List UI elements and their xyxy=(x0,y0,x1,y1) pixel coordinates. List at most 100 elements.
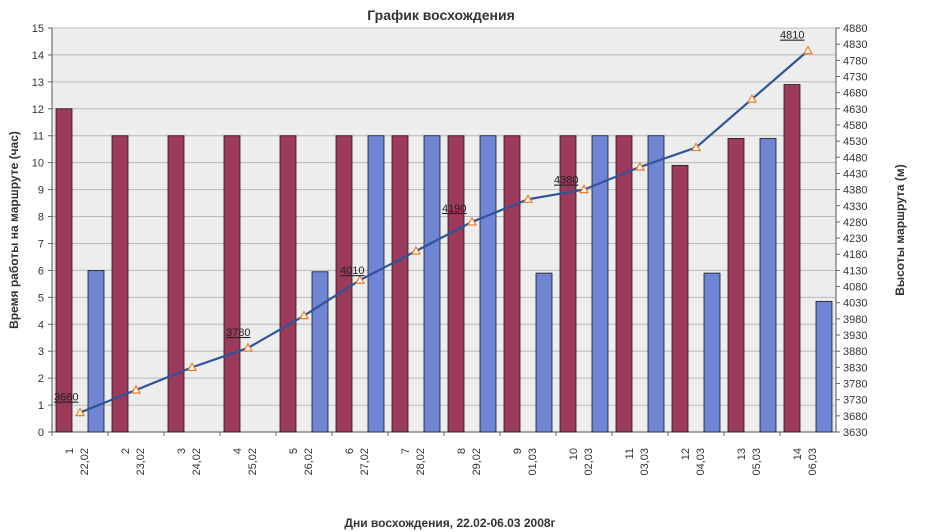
y2-tick-label: 4880 xyxy=(843,23,867,35)
bar-maroon xyxy=(111,135,129,433)
altitude-marker xyxy=(242,342,254,352)
bar-maroon xyxy=(167,135,185,433)
chart-title: График восхождения xyxy=(367,7,515,23)
bar-blue xyxy=(479,135,497,433)
x-date-label: 06,03 xyxy=(807,448,819,476)
x-date-label: 22,02 xyxy=(79,448,91,476)
bar-maroon xyxy=(503,135,521,433)
x-date-label: 27,02 xyxy=(359,448,371,476)
x-tick-label: 7 xyxy=(400,448,412,454)
y2-tick-label: 4780 xyxy=(843,55,867,67)
altitude-data-label: 4010 xyxy=(340,265,364,277)
y2-tick-label: 4230 xyxy=(843,233,867,245)
bar-maroon xyxy=(335,135,353,433)
altitude-marker xyxy=(354,274,366,284)
y2-tick-label: 4080 xyxy=(843,282,867,294)
y2-tick-label: 3980 xyxy=(843,314,867,326)
y-tick-label: 1 xyxy=(38,400,44,412)
y2-tick-label: 4180 xyxy=(843,249,867,261)
bar-blue xyxy=(423,135,441,433)
altitude-data-label: 3660 xyxy=(54,392,78,404)
altitude-marker xyxy=(746,93,758,103)
altitude-marker xyxy=(298,310,310,320)
y2-tick-label: 4580 xyxy=(843,120,867,132)
x-tick-label: 9 xyxy=(512,448,524,454)
altitude-marker xyxy=(802,45,814,55)
y2-tick-label: 4380 xyxy=(843,185,867,197)
bar-maroon xyxy=(223,135,241,433)
y-tick-label: 13 xyxy=(32,77,44,89)
bar-blue xyxy=(535,272,553,433)
y-tick-label: 8 xyxy=(38,212,44,224)
y2-tick-label: 3830 xyxy=(843,362,867,374)
altitude-marker xyxy=(578,184,590,194)
y-tick-label: 0 xyxy=(38,427,44,439)
x-tick-label: 8 xyxy=(456,448,468,454)
altitude-data-label: 4380 xyxy=(554,175,578,187)
altitude-marker xyxy=(690,142,702,152)
y2-tick-label: 4280 xyxy=(843,217,867,229)
y2-tick-label: 4330 xyxy=(843,201,867,213)
altitude-marker xyxy=(634,161,646,171)
x-tick-label: 11 xyxy=(624,448,636,459)
x-date-label: 23,02 xyxy=(135,448,147,476)
y2-tick-label: 4730 xyxy=(843,71,867,83)
y2-tick-label: 4130 xyxy=(843,265,867,277)
x-date-label: 29,02 xyxy=(471,448,483,476)
bar-maroon xyxy=(559,135,577,433)
y2-tick-label: 4530 xyxy=(843,136,867,148)
y-tick-label: 7 xyxy=(38,238,44,250)
y2-tick-label: 4630 xyxy=(843,104,867,116)
x-tick-label: 10 xyxy=(568,448,580,460)
plot-area: 0123456789101112131415363036803730378038… xyxy=(32,23,868,476)
bar-maroon xyxy=(615,135,633,433)
x-tick-label: 3 xyxy=(176,448,188,454)
x-date-label: 28,02 xyxy=(415,448,427,476)
y2-tick-label: 3780 xyxy=(843,379,867,391)
altitude-data-label: 4190 xyxy=(442,203,466,215)
y-tick-label: 5 xyxy=(38,292,44,304)
x-tick-label: 1 xyxy=(64,448,76,454)
y-tick-label: 10 xyxy=(32,158,44,170)
x-axis-title: Дни восхождения, 22.02-06.03 2008г xyxy=(344,516,555,530)
x-tick-label: 5 xyxy=(288,448,300,454)
x-date-label: 04,03 xyxy=(695,448,707,476)
x-tick-label: 6 xyxy=(344,448,356,454)
bar-blue xyxy=(367,135,385,433)
x-tick-label: 2 xyxy=(120,448,132,454)
bar-maroon xyxy=(727,138,745,433)
y2-tick-label: 3880 xyxy=(843,346,867,358)
bar-blue xyxy=(87,269,105,433)
y2-tick-label: 3680 xyxy=(843,411,867,423)
altitude-marker xyxy=(186,362,198,371)
y-tick-label: 15 xyxy=(32,23,44,35)
bar-maroon xyxy=(279,135,297,433)
x-tick-label: 14 xyxy=(792,448,804,460)
y2-tick-label: 4680 xyxy=(843,88,867,100)
altitude-marker xyxy=(466,216,478,226)
y2-axis-title: Высоты маршрута (м) xyxy=(893,164,907,296)
altitude-marker xyxy=(130,384,142,394)
y-tick-label: 4 xyxy=(38,319,44,331)
y-tick-label: 3 xyxy=(38,346,44,358)
y-tick-label: 12 xyxy=(32,104,44,116)
y2-tick-label: 4030 xyxy=(843,298,867,310)
altitude-marker xyxy=(410,245,422,255)
altitude-line xyxy=(79,49,809,414)
x-date-label: 24,02 xyxy=(191,448,203,476)
y-tick-label: 14 xyxy=(32,50,44,62)
y-tick-label: 2 xyxy=(38,373,44,385)
y-tick-label: 9 xyxy=(38,185,44,197)
altitude-data-label: 3780 xyxy=(226,327,250,339)
y-tick-label: 11 xyxy=(33,131,44,143)
x-date-label: 26,02 xyxy=(303,448,315,476)
y2-tick-label: 3730 xyxy=(843,395,867,407)
bar-maroon xyxy=(447,135,465,433)
y-tick-label: 6 xyxy=(38,265,44,277)
bar-blue xyxy=(311,271,329,433)
y2-tick-label: 3630 xyxy=(843,427,867,439)
x-tick-label: 4 xyxy=(232,448,244,454)
x-date-label: 01,03 xyxy=(527,448,539,476)
y2-tick-label: 4430 xyxy=(843,168,867,180)
